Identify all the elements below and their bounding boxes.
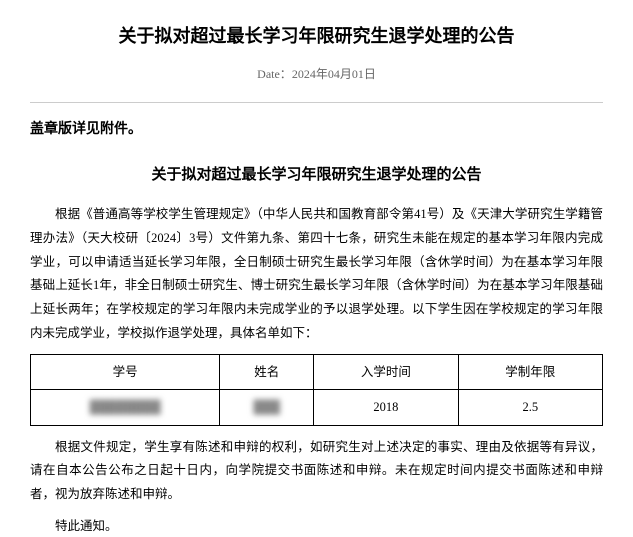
cell-name: ███ — [220, 390, 314, 426]
cell-enroll-year: 2018 — [314, 390, 458, 426]
table-header-row: 学号 姓名 入学时间 学制年限 — [31, 354, 603, 390]
col-header-enroll: 入学时间 — [314, 354, 458, 390]
student-table: 学号 姓名 入学时间 学制年限 ████████ ███ 2018 2.5 — [30, 354, 603, 426]
sub-title: 关于拟对超过最长学习年限研究生退学处理的公告 — [30, 162, 603, 189]
attachment-note: 盖章版详见附件。 — [30, 117, 603, 142]
cell-student-id: ████████ — [31, 390, 220, 426]
cell-duration: 2.5 — [458, 390, 602, 426]
col-header-duration: 学制年限 — [458, 354, 602, 390]
divider — [30, 102, 603, 103]
paragraph-1: 根据《普通高等学校学生管理规定》（中华人民共和国教育部令第41号）及《天津大学研… — [30, 203, 603, 346]
date-value: 2024年04月01日 — [292, 67, 376, 81]
table-row: ████████ ███ 2018 2.5 — [31, 390, 603, 426]
date-line: Date：2024年04月01日 — [30, 64, 603, 86]
page-title: 关于拟对超过最长学习年限研究生退学处理的公告 — [30, 20, 603, 52]
date-label: Date： — [257, 67, 292, 81]
col-header-id: 学号 — [31, 354, 220, 390]
paragraph-2: 根据文件规定，学生享有陈述和申辩的权利，如研究生对上述决定的事实、理由及依据等有… — [30, 436, 603, 507]
final-note: 特此通知。 — [30, 515, 603, 537]
col-header-name: 姓名 — [220, 354, 314, 390]
